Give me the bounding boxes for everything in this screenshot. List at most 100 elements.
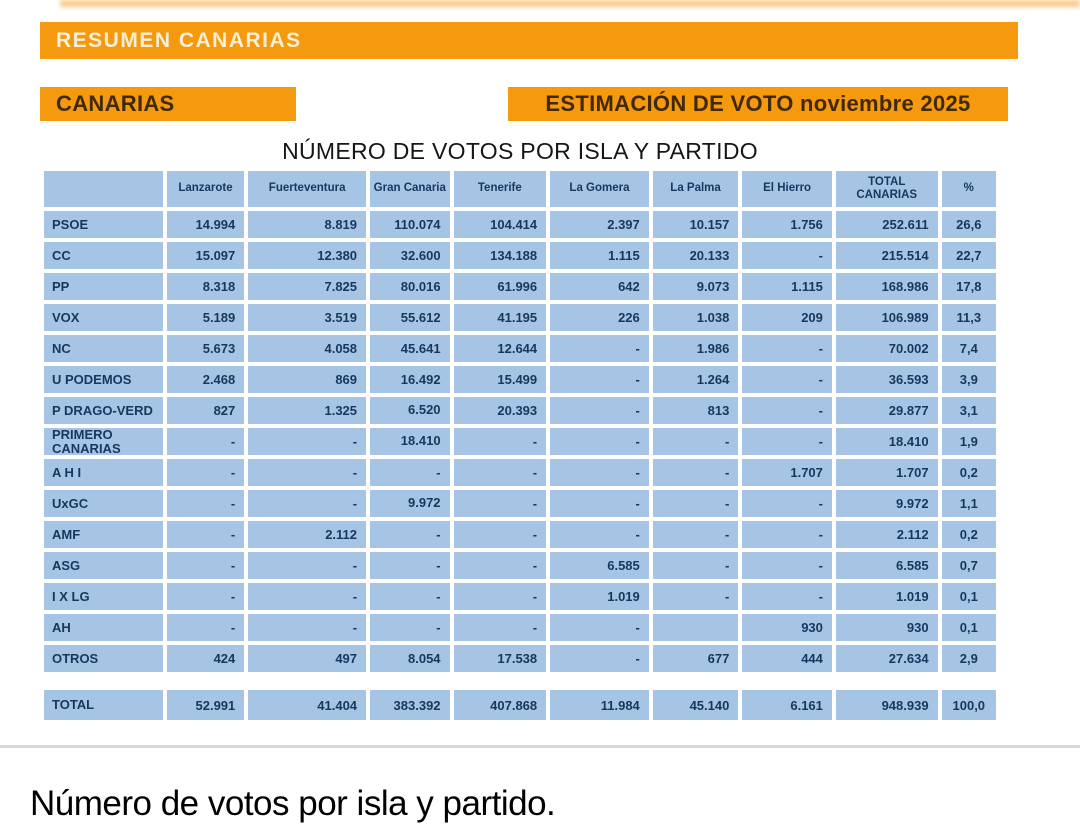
region-badge-label: CANARIAS bbox=[56, 91, 175, 116]
value-cell: - bbox=[453, 521, 547, 549]
value-cell: 32.600 bbox=[370, 242, 450, 269]
value-cell: 1.707 bbox=[835, 459, 938, 487]
value-cell: 17,8 bbox=[941, 273, 996, 300]
value-cell: - bbox=[742, 397, 832, 424]
value-cell: - bbox=[652, 459, 739, 487]
value-cell: - bbox=[742, 335, 832, 362]
value-cell: 930 bbox=[835, 614, 938, 642]
value-cell: - bbox=[652, 428, 739, 456]
value-cell: 1.019 bbox=[550, 583, 649, 611]
value-cell: 2.397 bbox=[550, 211, 649, 238]
value-cell: 1.756 bbox=[742, 211, 832, 238]
top-edge-orange-strip bbox=[60, 0, 1080, 7]
column-header bbox=[44, 171, 163, 207]
party-name-cell: TOTAL bbox=[44, 690, 163, 721]
table-row: PSOE 14.994 8.819 110.074 104.414 2.397 10.157… bbox=[44, 211, 996, 238]
value-cell: 16.492 bbox=[370, 366, 450, 393]
table-title: NÚMERO DE VOTOS POR ISLA Y PARTIDO bbox=[282, 138, 758, 164]
estimate-badge-label: ESTIMACIÓN DE VOTO noviembre 2025 bbox=[545, 91, 971, 116]
value-cell: - bbox=[742, 366, 832, 393]
value-cell: 6.520 bbox=[370, 397, 450, 424]
spacer-row bbox=[44, 676, 996, 686]
value-cell: - bbox=[166, 521, 245, 549]
value-cell: 18.410 bbox=[370, 428, 450, 456]
value-cell: - bbox=[166, 459, 245, 487]
value-cell: 2,9 bbox=[941, 645, 996, 673]
value-cell: 41.404 bbox=[248, 690, 367, 721]
party-name-cell: NC bbox=[44, 335, 163, 362]
value-cell: 27.634 bbox=[835, 645, 938, 673]
value-cell: 22,7 bbox=[941, 242, 996, 269]
value-cell: 8.318 bbox=[166, 273, 245, 300]
value-cell: - bbox=[248, 490, 367, 518]
value-cell: - bbox=[166, 614, 245, 642]
value-cell: - bbox=[550, 459, 649, 487]
value-cell: 0,7 bbox=[941, 552, 996, 580]
estimate-badge: ESTIMACIÓN DE VOTO noviembre 2025 bbox=[508, 87, 1008, 121]
region-badge: CANARIAS bbox=[40, 87, 296, 121]
value-cell: 0,1 bbox=[941, 614, 996, 642]
value-cell: 1.019 bbox=[835, 583, 938, 611]
value-cell: - bbox=[550, 614, 649, 642]
value-cell: 41.195 bbox=[453, 304, 547, 331]
value-cell: - bbox=[248, 459, 367, 487]
value-cell: 226 bbox=[550, 304, 649, 331]
value-cell: 9.972 bbox=[370, 490, 450, 518]
resumen-banner: RESUMEN CANARIAS bbox=[40, 22, 1018, 59]
value-cell: - bbox=[453, 552, 547, 580]
value-cell: 9.972 bbox=[835, 490, 938, 518]
value-cell: 104.414 bbox=[453, 211, 547, 238]
value-cell: 869 bbox=[248, 366, 367, 393]
value-cell: 3,1 bbox=[941, 397, 996, 424]
table-row: U PODEMOS 2.468 869 16.492 15.499-1.264-36.5… bbox=[44, 366, 996, 393]
party-name-cell: I X LG bbox=[44, 583, 163, 611]
value-cell: - bbox=[652, 490, 739, 518]
column-header: Tenerife bbox=[453, 171, 547, 207]
value-cell: 497 bbox=[248, 645, 367, 673]
party-name-cell: VOX bbox=[44, 304, 163, 331]
value-cell: 106.989 bbox=[835, 304, 938, 331]
value-cell: - bbox=[742, 521, 832, 549]
table-row: OTROS 424 497 8.054 17.538-677 444 27.634 2,9 bbox=[44, 645, 996, 673]
party-name-cell: OTROS bbox=[44, 645, 163, 673]
value-cell: 8.819 bbox=[248, 211, 367, 238]
column-header: La Palma bbox=[652, 171, 739, 207]
value-cell: 8.054 bbox=[370, 645, 450, 673]
value-cell: 827 bbox=[166, 397, 245, 424]
value-cell: - bbox=[370, 614, 450, 642]
value-cell: - bbox=[742, 490, 832, 518]
value-cell: 52.991 bbox=[166, 690, 245, 721]
value-cell: - bbox=[248, 583, 367, 611]
value-cell: 7.825 bbox=[248, 273, 367, 300]
party-name-cell: AH bbox=[44, 614, 163, 642]
value-cell: 20.133 bbox=[652, 242, 739, 269]
value-cell: 45.140 bbox=[652, 690, 739, 721]
value-cell: - bbox=[550, 428, 649, 456]
value-cell: 444 bbox=[742, 645, 832, 673]
value-cell: 930 bbox=[742, 614, 832, 642]
value-cell: 12.380 bbox=[248, 242, 367, 269]
value-cell: 948.939 bbox=[835, 690, 938, 721]
value-cell: - bbox=[742, 552, 832, 580]
value-cell: 10.157 bbox=[652, 211, 739, 238]
value-cell: - bbox=[453, 428, 547, 456]
party-name-cell: PRIMERO CANARIAS bbox=[44, 428, 163, 456]
column-header: % bbox=[941, 171, 996, 207]
value-cell: 11,3 bbox=[941, 304, 996, 331]
value-cell: 6.161 bbox=[742, 690, 832, 721]
value-cell: 15.499 bbox=[453, 366, 547, 393]
value-cell: 6.585 bbox=[835, 552, 938, 580]
party-name-cell: UxGC bbox=[44, 490, 163, 518]
votes-table: Lanzarote Fuerteventura Gran Canaria Teneri… bbox=[40, 167, 1000, 724]
party-name-cell: A H I bbox=[44, 459, 163, 487]
table-row: PRIMERO CANARIAS - -18.410- - - -18.410 1,9 bbox=[44, 428, 996, 456]
value-cell: - bbox=[370, 583, 450, 611]
value-cell: 1.038 bbox=[652, 304, 739, 331]
table-row: AH - - - - -930 930 0,1 bbox=[44, 614, 996, 642]
image-caption: Número de votos por isla y partido. bbox=[30, 784, 556, 823]
value-cell: - bbox=[550, 397, 649, 424]
value-cell: 9.073 bbox=[652, 273, 739, 300]
value-cell: 4.058 bbox=[248, 335, 367, 362]
value-cell: - bbox=[550, 645, 649, 673]
